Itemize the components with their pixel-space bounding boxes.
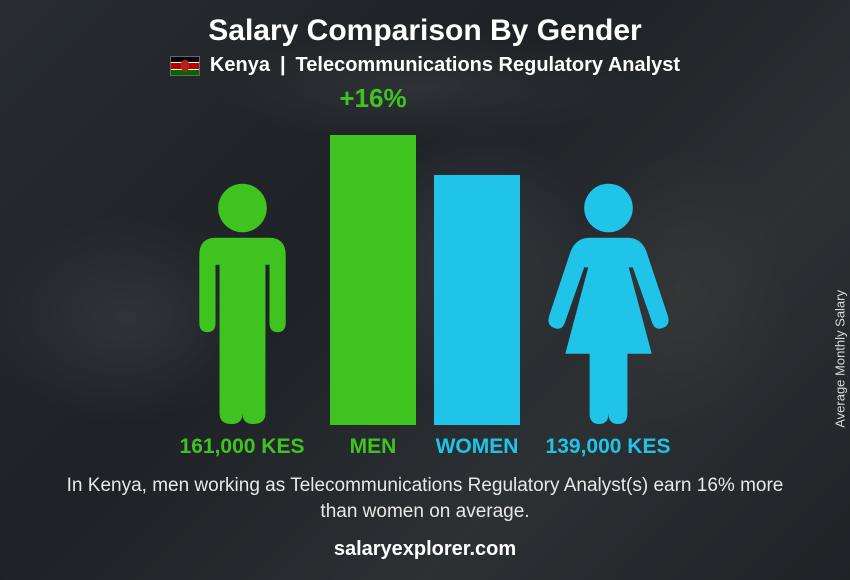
men-bar-column: +16%	[330, 85, 416, 425]
men-bar	[330, 135, 416, 425]
labels-row: 161,000 KES MEN WOMEN 139,000 KES	[105, 435, 745, 459]
subtitle-row: Kenya | Telecommunications Regulatory An…	[170, 54, 680, 77]
man-icon	[175, 180, 310, 425]
women-icon-column	[538, 85, 678, 425]
men-icon-column	[172, 85, 312, 425]
kenya-flag-icon	[170, 56, 200, 76]
description-text: In Kenya, men working as Telecommunicati…	[65, 473, 785, 524]
job-title-label: Telecommunications Regulatory Analyst	[296, 54, 681, 77]
chart-area: +16%	[105, 85, 745, 425]
men-gender-label: MEN	[330, 435, 416, 459]
men-salary-label: 161,000 KES	[172, 435, 312, 459]
y-axis-label: Average Monthly Salary	[833, 290, 848, 428]
site-credit: salaryexplorer.com	[334, 538, 516, 561]
content-container: Salary Comparison By Gender Kenya | Tele…	[0, 0, 850, 580]
women-bar	[434, 175, 520, 425]
women-bar-column	[434, 85, 520, 425]
separator: |	[280, 54, 286, 77]
woman-icon	[541, 180, 676, 425]
women-gender-label: WOMEN	[434, 435, 520, 459]
difference-label: +16%	[339, 83, 406, 114]
women-salary-label: 139,000 KES	[538, 435, 678, 459]
country-label: Kenya	[210, 54, 270, 77]
page-title: Salary Comparison By Gender	[208, 14, 641, 48]
